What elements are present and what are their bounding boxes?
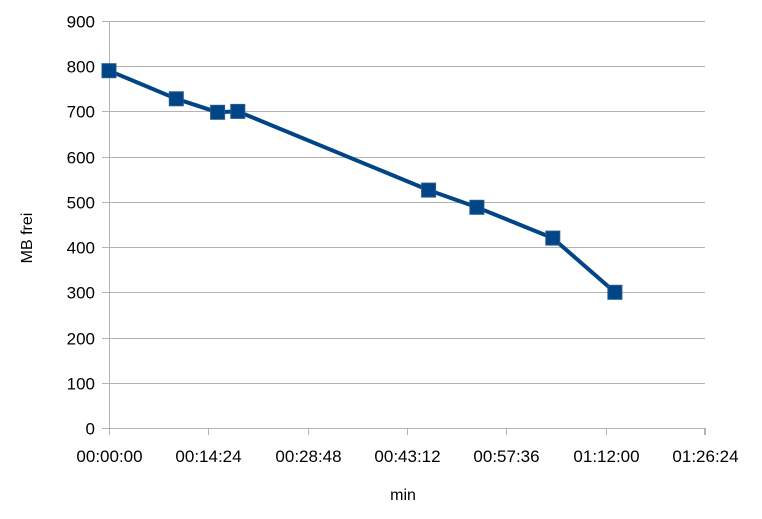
y-axis-title: MB frei xyxy=(19,213,36,264)
y-tick-label: 800 xyxy=(67,58,95,77)
data-point-marker xyxy=(168,91,184,107)
gridlines xyxy=(109,21,705,384)
y-tick-label: 200 xyxy=(67,330,95,349)
data-point-marker xyxy=(421,182,437,198)
x-tick-label: 01:12:00 xyxy=(573,447,639,466)
y-tick-label: 100 xyxy=(67,375,95,394)
y-tick-label: 0 xyxy=(86,420,95,439)
x-axis-tick-labels: 00:00:00 00:14:24 00:28:48 00:43:12 00:57:36… xyxy=(76,447,738,466)
y-tick-label: 600 xyxy=(67,149,95,168)
y-tick-label: 900 xyxy=(67,13,95,32)
x-tick-label: 01:26:24 xyxy=(672,447,738,466)
data-point-marker xyxy=(545,230,561,246)
data-point-marker xyxy=(469,199,485,215)
y-tick-label: 300 xyxy=(67,284,95,303)
x-tick-label: 00:00:00 xyxy=(76,447,142,466)
x-axis-title: min xyxy=(390,487,416,504)
x-tick-label: 00:14:24 xyxy=(175,447,241,466)
data-point-marker xyxy=(101,63,117,79)
x-tick-label: 00:57:36 xyxy=(473,447,539,466)
data-point-marker xyxy=(210,104,226,120)
y-tick-label: 500 xyxy=(67,194,95,213)
y-tick-label: 700 xyxy=(67,103,95,122)
data-point-marker xyxy=(230,103,246,119)
x-tick-label: 00:28:48 xyxy=(275,447,341,466)
x-tick-label: 00:43:12 xyxy=(374,447,440,466)
data-point-marker xyxy=(607,284,623,300)
y-axis-tick-labels: 0 100 200 300 400 500 600 700 800 900 xyxy=(67,13,95,439)
series-line xyxy=(107,68,617,295)
axes xyxy=(102,21,706,435)
y-tick-label: 400 xyxy=(67,239,95,258)
data-series xyxy=(101,63,623,300)
